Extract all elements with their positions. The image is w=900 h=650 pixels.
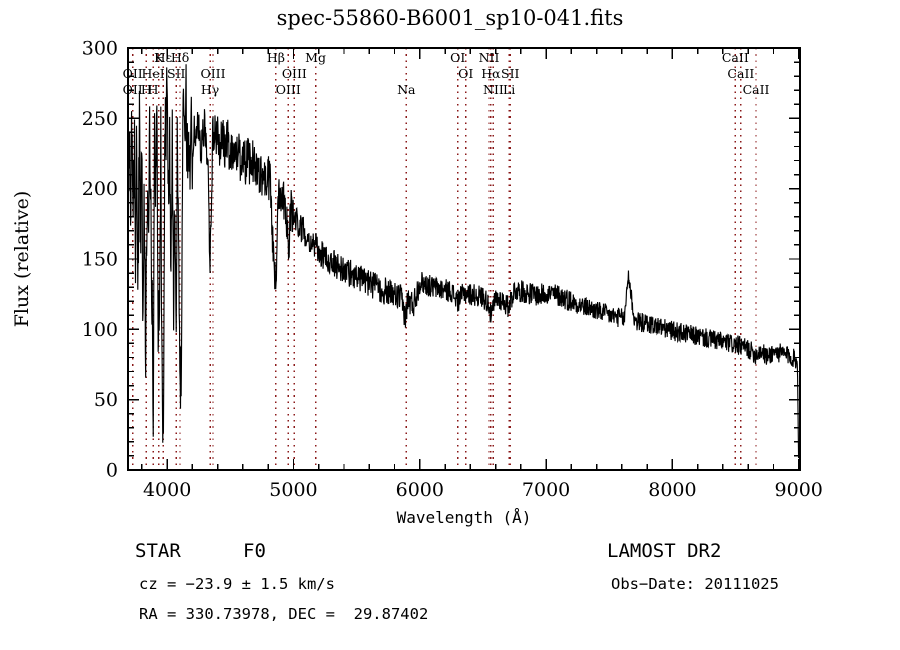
- y-tick-label: 150: [82, 249, 118, 271]
- spectral-line-label: OI: [450, 50, 465, 65]
- y-tick-label: 50: [94, 389, 118, 411]
- spectral-line-markers: [131, 48, 757, 470]
- spectral-line-label: H: [148, 82, 159, 97]
- footer-coords: RA = 330.73978, DEC = 29.87402: [139, 605, 428, 623]
- page-title: spec-55860-B6001_sp10-041.fits: [276, 6, 624, 30]
- spectral-line-label: Hγ: [201, 82, 219, 97]
- spectral-line-label: Hβ: [267, 50, 285, 65]
- spectral-line-label: Mg: [305, 50, 326, 65]
- spectral-line-label: SII: [501, 66, 520, 81]
- spectral-line-label: NII: [483, 82, 504, 97]
- spectral-line-label: OIII: [200, 66, 225, 81]
- spectrum-trace: [128, 64, 800, 459]
- spectral-line-label: OIII: [282, 66, 307, 81]
- footer-spectral-class: F0: [243, 540, 266, 562]
- spectral-line-label: Hε: [155, 50, 172, 65]
- x-tick-label: 8000: [648, 479, 696, 501]
- spectral-line-label: OII: [123, 82, 143, 97]
- footer-cz: cz = −23.9 ± 1.5 km/s: [139, 575, 335, 593]
- spectral-line-label: NII: [479, 50, 500, 65]
- y-axis-title: Flux (relative): [11, 191, 33, 328]
- spectral-line-label: K: [154, 50, 164, 65]
- footer-obs-date: Obs−Date: 20111025: [611, 575, 779, 593]
- x-tick-label: 4000: [143, 479, 191, 501]
- spectral-line-label: Hδ: [171, 50, 189, 65]
- spectral-line-label: SII: [167, 66, 186, 81]
- x-tick-label: 6000: [396, 479, 444, 501]
- y-tick-label: 0: [106, 460, 118, 482]
- x-axis-title: Wavelength (Å): [397, 508, 532, 527]
- y-tick-label: 300: [82, 38, 118, 60]
- plot-axes: [127, 47, 801, 471]
- spectral-line-label: OI: [458, 66, 473, 81]
- spectral-line-label: CaII: [743, 82, 770, 97]
- x-tick-label: 9000: [775, 479, 823, 501]
- spectral-line-label: HeI: [142, 66, 165, 81]
- y-tick-label: 250: [82, 108, 118, 130]
- spectral-line-label: OII: [123, 66, 143, 81]
- spectral-line-label: OIII: [276, 82, 301, 97]
- y-tick-label: 200: [82, 178, 118, 200]
- footer-object-type: STAR: [135, 540, 181, 562]
- x-tick-label: 5000: [269, 479, 317, 501]
- axis-tick-labels: 4000 5000 6000 7000 8000 9000 0 50 100 150 200 250 3…: [82, 38, 823, 502]
- spectral-line-label: Hα: [481, 66, 501, 81]
- footer-survey: LAMOST DR2: [607, 540, 721, 562]
- spectral-line-label: CaII: [727, 66, 754, 81]
- y-tick-label: 100: [82, 319, 118, 341]
- x-tick-label: 7000: [522, 479, 570, 501]
- spectral-line-label: Na: [397, 82, 416, 97]
- spectral-line-label: CaII: [722, 50, 749, 65]
- spectral-line-label: H: [141, 82, 152, 97]
- spectral-line-label: Li: [503, 82, 515, 97]
